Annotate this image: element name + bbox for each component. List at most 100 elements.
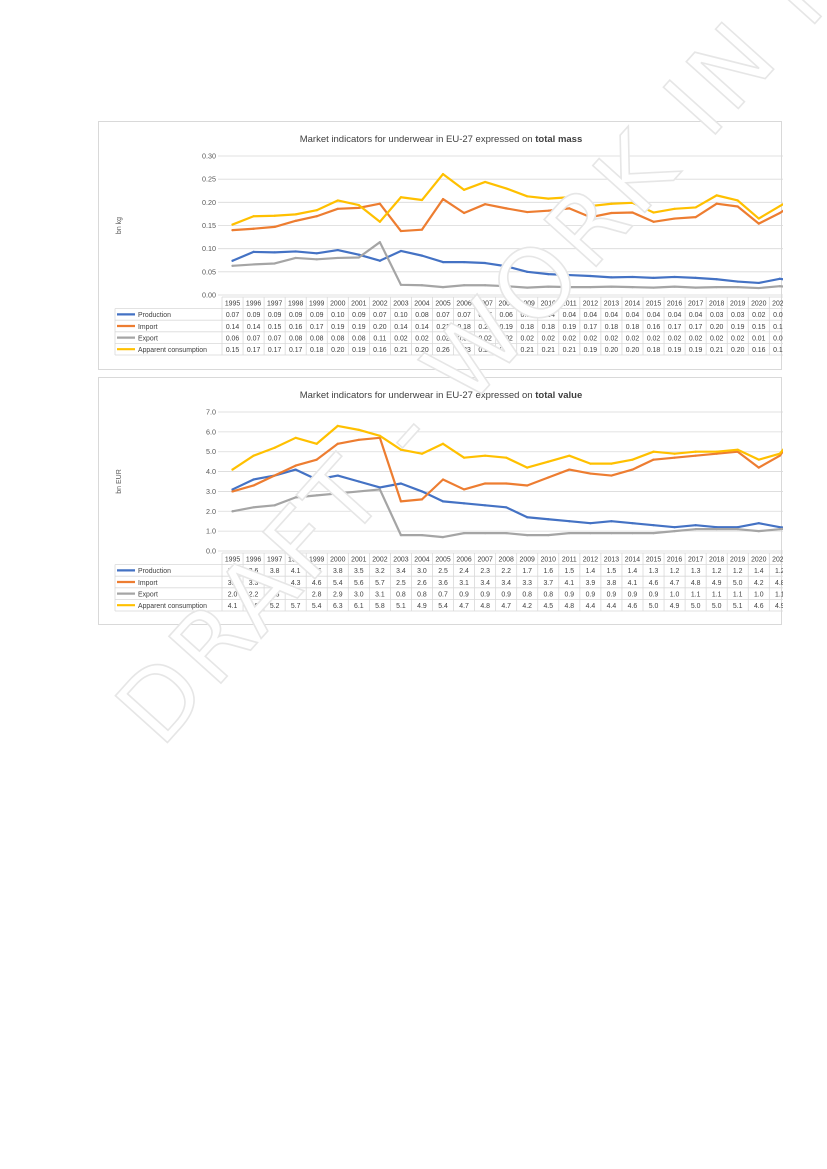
data-point	[273, 225, 276, 228]
data-label: 0.20	[478, 324, 492, 331]
data-point	[568, 468, 571, 471]
data-label: 0.03	[731, 312, 745, 319]
data-label: 4.8	[691, 580, 701, 587]
data-point	[610, 276, 613, 279]
data-point	[778, 526, 781, 529]
data-label: 5.4	[333, 580, 343, 587]
data-label: 4.4	[607, 603, 617, 610]
data-label: 0.21	[563, 347, 577, 354]
data-point	[526, 516, 529, 519]
data-point	[336, 248, 339, 252]
data-label: 0.21	[436, 324, 450, 331]
data-point	[294, 496, 297, 499]
data-label: 4.3	[291, 580, 301, 587]
data-label: 0.02	[584, 335, 598, 342]
data-label: 0.19	[499, 324, 513, 331]
data-label: 0.03	[710, 312, 724, 319]
x-tick-label: 2020	[751, 301, 766, 308]
data-point	[589, 286, 592, 289]
data-point	[441, 536, 445, 539]
data-point	[610, 532, 613, 535]
data-label: 0.19	[563, 324, 577, 331]
data-point	[399, 196, 403, 199]
data-label: 0.02	[478, 335, 492, 342]
data-point	[547, 197, 550, 200]
data-point	[547, 460, 550, 463]
data-point	[484, 284, 487, 287]
data-label: 4.6	[628, 603, 638, 610]
data-table: 1995 1996 1997 1998 1999 2000 2001 2002 2003 2004…	[114, 296, 783, 356]
data-point	[547, 534, 550, 537]
data-label: 0.11	[373, 335, 386, 342]
data-point	[231, 488, 234, 491]
data-point	[778, 211, 781, 215]
data-label: 4.6	[649, 580, 659, 587]
data-point	[568, 286, 571, 289]
data-point	[673, 456, 676, 459]
x-tick-label: 2003	[393, 301, 408, 308]
data-label: 0.15	[226, 347, 240, 354]
data-point	[441, 261, 445, 264]
data-point	[399, 534, 403, 537]
data-label: 5.0	[733, 580, 743, 587]
data-label: 0.19	[668, 347, 682, 354]
x-tick-label: 1998	[288, 557, 303, 564]
data-label: 3.4	[501, 580, 511, 587]
data-label: 4.1	[228, 603, 238, 610]
data-label: 5.8	[375, 603, 385, 610]
x-tick-label: 2021	[772, 557, 783, 564]
data-label: 3.1	[459, 580, 469, 587]
data-label: 0.02	[626, 335, 640, 342]
data-point	[568, 196, 571, 199]
data-label: 0.16	[289, 324, 303, 331]
data-point	[315, 458, 318, 461]
x-tick-label: 2000	[330, 557, 345, 564]
data-point	[273, 504, 276, 507]
data-label: 0.19	[584, 347, 598, 354]
data-label: 1.5	[565, 568, 575, 575]
x-tick-label: 2008	[499, 301, 514, 308]
data-point	[357, 490, 360, 493]
data-label: 0.07	[268, 335, 282, 342]
data-point	[673, 285, 676, 288]
data-point	[589, 274, 592, 278]
data-label: 0.06	[226, 335, 240, 342]
data-label: 2.5	[438, 568, 448, 575]
data-point	[252, 227, 255, 230]
data-label: 5.0	[691, 603, 701, 610]
data-point	[357, 438, 360, 441]
data-point	[526, 210, 529, 214]
data-label: 0.02	[752, 312, 766, 319]
data-label: 1.1	[733, 591, 743, 598]
data-label: 0.08	[415, 312, 429, 319]
data-label: 2.2	[501, 568, 511, 575]
data-point	[420, 284, 424, 287]
data-point	[315, 252, 318, 255]
data-point	[273, 251, 276, 254]
data-point	[420, 228, 424, 231]
series-line-import	[231, 436, 783, 503]
x-tick-label: 2016	[667, 557, 682, 564]
series-name: Production	[138, 568, 171, 575]
data-point	[547, 285, 550, 288]
series-name: Production	[138, 312, 171, 319]
data-label: 0.18	[605, 324, 619, 331]
data-label: 0.02	[689, 335, 703, 342]
data-label: 0.8	[543, 591, 553, 598]
data-label: 0.20	[605, 347, 619, 354]
data-label: 4.9	[775, 603, 783, 610]
series-name: Import	[138, 580, 158, 587]
data-point	[336, 442, 339, 445]
data-point	[610, 474, 613, 477]
data-point	[736, 205, 739, 208]
data-point	[484, 504, 487, 507]
data-label: 3.8	[270, 580, 280, 587]
data-label: 1.4	[586, 568, 596, 575]
data-point	[378, 241, 381, 244]
data-point	[694, 206, 697, 209]
data-label: 6.1	[354, 603, 364, 610]
data-label: 0.10	[331, 312, 345, 319]
data-point	[420, 490, 424, 493]
data-label: 0.08	[352, 335, 366, 342]
data-label: 4.6	[312, 580, 322, 587]
